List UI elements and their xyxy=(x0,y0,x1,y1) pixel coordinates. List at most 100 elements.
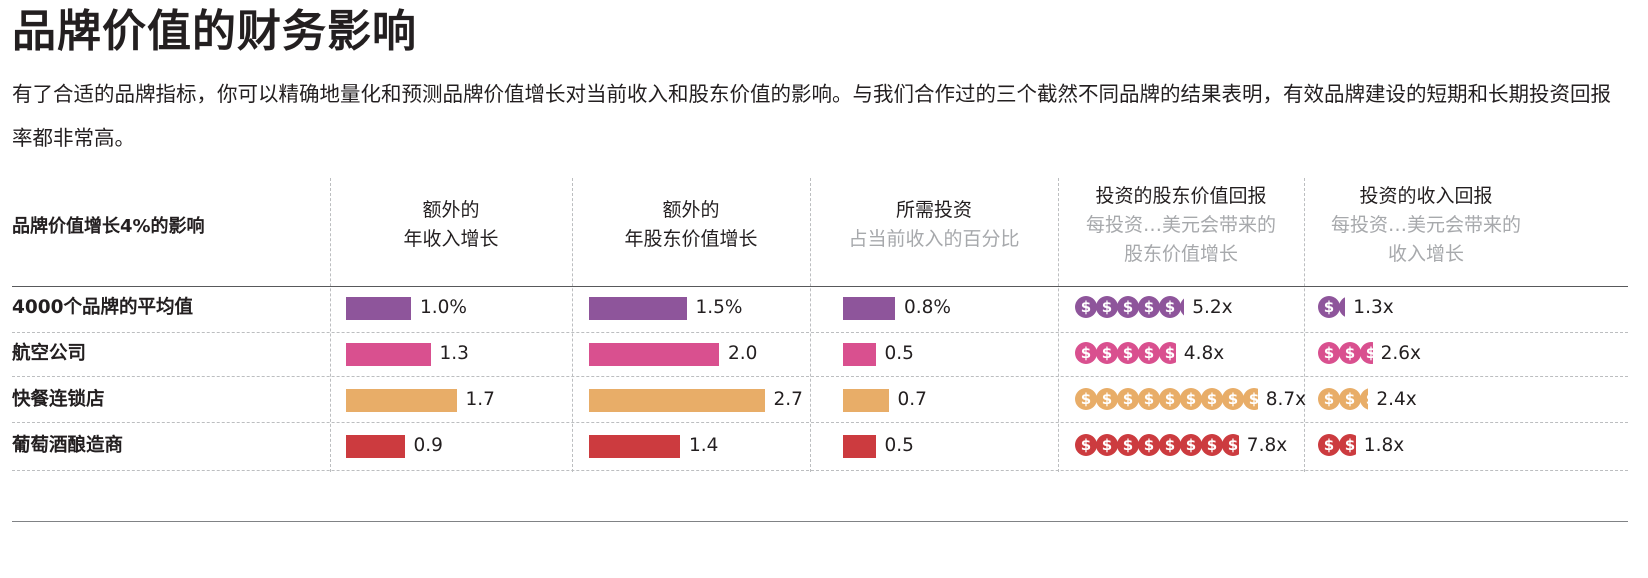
dollar-coin-icon: $ xyxy=(1138,296,1160,318)
investment-bar xyxy=(843,343,876,366)
dollar-coin-icon: $ xyxy=(1339,388,1361,410)
dollar-coin-icon: $ xyxy=(1201,434,1223,456)
col-header-revenue-return-line2: 每投资…美元会带来的 xyxy=(1330,214,1521,236)
dollar-coin-icon: $ xyxy=(1138,388,1160,410)
shareholder-bar xyxy=(589,435,680,458)
header-divider xyxy=(12,286,1628,287)
investment-bar xyxy=(843,435,876,458)
revenue_return-value-label: 1.8x xyxy=(1363,435,1405,456)
investment-bar xyxy=(843,389,889,412)
impact-table: 品牌价值增长4%的影响 额外的 年收入增长 额外的 年股东价值增长 所需投资 占… xyxy=(0,176,1648,576)
revenue-value-label: 0.9 xyxy=(413,435,443,456)
dollar-coin-icon: $ xyxy=(1339,342,1361,364)
dollar-coin-icon: $ xyxy=(1318,434,1340,456)
dollar-coin-icon: $ xyxy=(1222,388,1244,410)
col-header-shareholder-growth-line2: 年股东价值增长 xyxy=(624,228,758,250)
revenue_return-coins: $$$ xyxy=(1318,342,1373,366)
dollar-coin-icon: $ xyxy=(1318,388,1340,410)
dollar-coin-icon: $ xyxy=(1222,434,1239,456)
dollar-coin-icon: $ xyxy=(1159,342,1176,364)
col-header-revenue-return: 投资的收入回报 每投资…美元会带来的 收入增长 xyxy=(1304,182,1548,269)
col-header-revenue-growth-line1: 额外的 xyxy=(422,199,480,221)
table-bottom-rule xyxy=(12,521,1628,522)
page-title: 品牌价值的财务影响 xyxy=(12,6,417,57)
col-header-investment: 所需投资 占当前收入的百分比 xyxy=(810,196,1058,254)
shareholder_return-coins: $ $ $ $ $ $ $ $ $ xyxy=(1075,388,1258,412)
dollar-coin-icon: $ xyxy=(1201,388,1223,410)
dollar-coin-icon: $ xyxy=(1318,342,1340,364)
row-header-label: 品牌价值增长4%的影响 xyxy=(12,216,205,237)
revenue_return-value-label: 2.4x xyxy=(1376,389,1417,410)
dollar-coin-icon: $ xyxy=(1180,296,1185,318)
investment-bar xyxy=(843,297,895,320)
col-header-shareholder-growth-line1: 额外的 xyxy=(662,199,720,221)
col-header-revenue-growth-line2: 年收入增长 xyxy=(403,228,499,250)
row-label: 航空公司 xyxy=(12,343,87,364)
shareholder_return-coins: $$$$$$ xyxy=(1075,296,1185,320)
revenue-bar xyxy=(346,297,411,320)
col-header-investment-line1: 所需投资 xyxy=(895,199,972,221)
shareholder-bar xyxy=(589,297,687,320)
dollar-coin-icon: $ xyxy=(1096,434,1118,456)
row-label: 4000个品牌的平均值 xyxy=(12,297,193,318)
dollar-coin-icon: $ xyxy=(1360,388,1369,410)
investment-value-label: 0.5 xyxy=(884,435,914,456)
dollar-coin-icon: $ xyxy=(1096,388,1118,410)
row-divider xyxy=(12,332,1628,333)
dollar-coin-icon: $ xyxy=(1117,296,1139,318)
shareholder_return-value-label: 7.8x xyxy=(1246,435,1288,456)
col-header-shareholder-growth: 额外的 年股东价值增长 xyxy=(572,196,810,254)
dollar-coin-icon: $ xyxy=(1075,388,1097,410)
col-header-revenue-return-line1: 投资的收入回报 xyxy=(1359,185,1493,207)
dollar-coin-icon: $ xyxy=(1096,342,1118,364)
investment-value-label: 0.5 xyxy=(884,343,914,364)
shareholder_return-value-label: 8.7x xyxy=(1265,389,1307,410)
revenue_return-value-label: 2.6x xyxy=(1380,343,1421,364)
revenue_return-coins: $$$ xyxy=(1318,388,1369,412)
revenue_return-value-label: 1.3x xyxy=(1353,297,1394,318)
dollar-coin-icon: $ xyxy=(1117,342,1139,364)
shareholder-value-label: 1.5% xyxy=(695,297,743,318)
shareholder-bar xyxy=(589,343,719,366)
row-label: 葡萄酒酿造商 xyxy=(12,435,124,456)
revenue-bar xyxy=(346,389,457,412)
shareholder_return-coins: $ $ $ $ $ xyxy=(1075,342,1176,366)
shareholder_return-coins: $ $ $ $ $ $ $ $ xyxy=(1075,434,1239,458)
revenue-value-label: 1.3 xyxy=(439,343,469,364)
revenue_return-coins: $$ xyxy=(1318,296,1346,320)
col-header-shareholder-return-line3: 股东价值增长 xyxy=(1123,243,1238,265)
shareholder_return-value-label: 5.2x xyxy=(1192,297,1233,318)
col-header-shareholder-return-line2: 每投资…美元会带来的 xyxy=(1085,214,1276,236)
revenue_return-coins: $$ xyxy=(1318,434,1356,458)
dollar-coin-icon: $ xyxy=(1117,434,1139,456)
investment-value-label: 0.8% xyxy=(904,297,951,318)
dollar-coin-icon: $ xyxy=(1138,342,1160,364)
dollar-coin-icon: $ xyxy=(1075,434,1097,456)
col-header-shareholder-return: 投资的股东价值回报 每投资…美元会带来的 股东价值增长 xyxy=(1058,182,1304,269)
dollar-coin-icon: $ xyxy=(1159,434,1181,456)
column-divider xyxy=(1058,178,1059,472)
dollar-coin-icon: $ xyxy=(1339,434,1356,456)
col-header-shareholder-return-line1: 投资的股东价值回报 xyxy=(1095,185,1267,207)
row-divider xyxy=(12,470,1628,471)
col-header-investment-line2: 占当前收入的百分比 xyxy=(848,228,1020,250)
column-divider xyxy=(810,178,811,472)
dollar-coin-icon: $ xyxy=(1339,296,1346,318)
dollar-coin-icon: $ xyxy=(1138,434,1160,456)
row-label: 快餐连锁店 xyxy=(12,389,105,410)
col-header-revenue-return-line3: 收入增长 xyxy=(1387,243,1464,265)
row-divider xyxy=(12,422,1628,423)
intro-text: 有了合适的品牌指标，你可以精确地量化和预测品牌价值增长对当前收入和股东价值的影响… xyxy=(12,82,1611,150)
shareholder-bar xyxy=(589,389,765,412)
dollar-coin-icon: $ xyxy=(1117,388,1139,410)
revenue-value-label: 1.0% xyxy=(420,297,467,318)
shareholder-value-label: 2.0 xyxy=(728,343,758,364)
dollar-coin-icon: $ xyxy=(1318,296,1340,318)
dollar-coin-icon: $ xyxy=(1075,342,1097,364)
investment-value-label: 0.7 xyxy=(897,389,927,410)
shareholder_return-value-label: 4.8x xyxy=(1183,343,1225,364)
dollar-coin-icon: $ xyxy=(1180,388,1202,410)
column-divider xyxy=(1304,178,1305,472)
dollar-coin-icon: $ xyxy=(1075,296,1097,318)
column-divider xyxy=(330,178,331,472)
